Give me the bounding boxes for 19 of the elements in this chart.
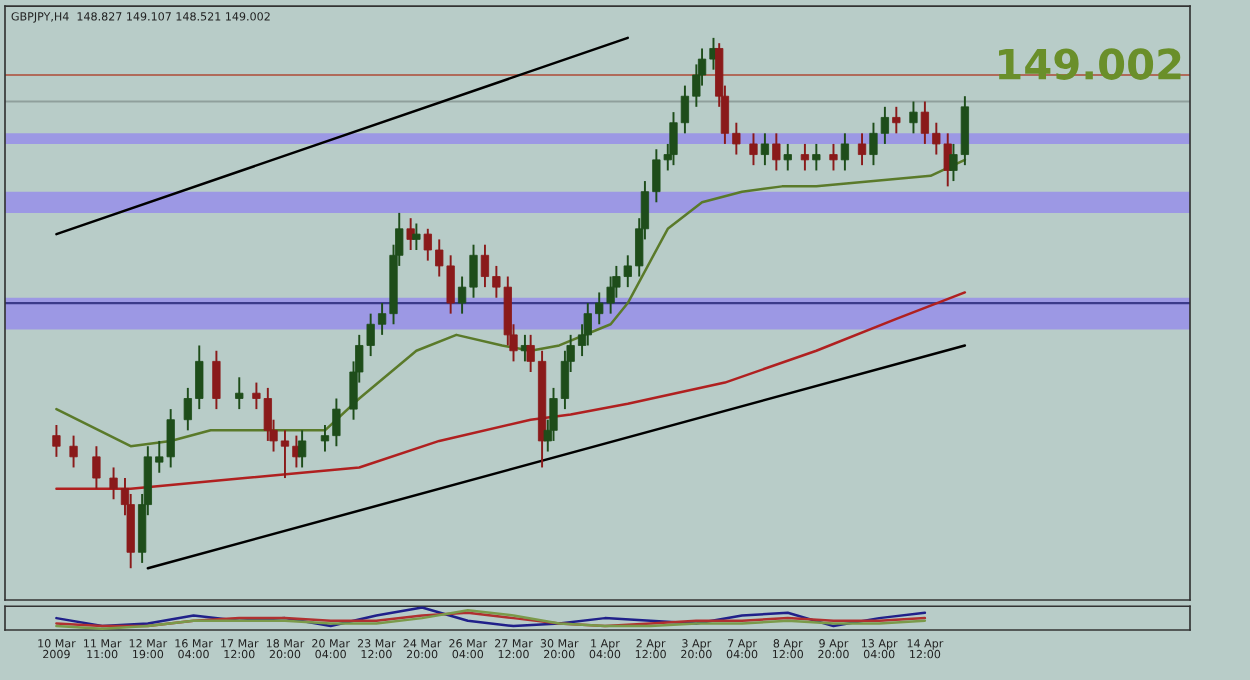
candlestick [760, 132, 770, 167]
candlestick [412, 222, 421, 251]
candlestick [92, 445, 101, 490]
candlestick [772, 132, 781, 172]
candlestick [812, 142, 821, 172]
candlestick [800, 142, 810, 172]
candlestick [69, 434, 78, 469]
candlestick [212, 349, 221, 411]
text: 149.002 [999, 48, 1181, 80]
candlestick [909, 100, 918, 135]
candlestick [840, 132, 850, 172]
candlestick [749, 132, 758, 167]
candlestick [892, 105, 901, 135]
candlestick [52, 424, 61, 458]
candlestick [857, 132, 867, 167]
candlestick [829, 142, 838, 172]
candlestick [783, 142, 792, 172]
candlestick [297, 429, 307, 469]
candlestick [235, 376, 244, 411]
